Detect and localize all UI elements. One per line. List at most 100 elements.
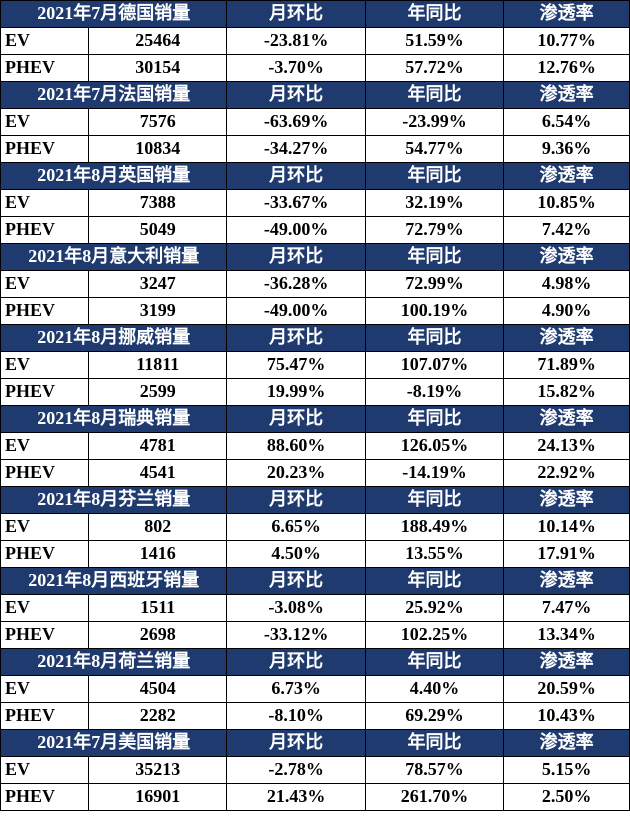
row-penetration: 71.89% — [504, 352, 630, 379]
row-yoy: 57.72% — [365, 55, 503, 82]
row-penetration: 4.98% — [504, 271, 630, 298]
section-title: 2021年8月挪威销量 — [1, 325, 227, 352]
col-header-penetration: 渗透率 — [504, 406, 630, 433]
table-row: EV1511-3.08%25.92%7.47% — [1, 595, 630, 622]
row-yoy: 126.05% — [365, 433, 503, 460]
col-header-yoy: 年同比 — [365, 568, 503, 595]
row-volume: 1416 — [89, 541, 227, 568]
section-header: 2021年7月德国销量月环比年同比渗透率 — [1, 1, 630, 28]
row-volume: 2698 — [89, 622, 227, 649]
col-header-mom: 月环比 — [227, 325, 365, 352]
row-mom: -36.28% — [227, 271, 365, 298]
row-yoy: 107.07% — [365, 352, 503, 379]
row-penetration: 15.82% — [504, 379, 630, 406]
col-header-yoy: 年同比 — [365, 82, 503, 109]
row-penetration: 17.91% — [504, 541, 630, 568]
row-label: PHEV — [1, 622, 89, 649]
row-mom: -34.27% — [227, 136, 365, 163]
col-header-penetration: 渗透率 — [504, 1, 630, 28]
row-yoy: 188.49% — [365, 514, 503, 541]
row-label: EV — [1, 109, 89, 136]
table-row: PHEV30154-3.70%57.72%12.76% — [1, 55, 630, 82]
row-penetration: 10.14% — [504, 514, 630, 541]
row-mom: -3.08% — [227, 595, 365, 622]
col-header-yoy: 年同比 — [365, 649, 503, 676]
row-yoy: 261.70% — [365, 784, 503, 811]
row-mom: -2.78% — [227, 757, 365, 784]
row-label: PHEV — [1, 298, 89, 325]
row-label: EV — [1, 433, 89, 460]
row-penetration: 20.59% — [504, 676, 630, 703]
row-volume: 802 — [89, 514, 227, 541]
row-label: EV — [1, 595, 89, 622]
section-title: 2021年7月法国销量 — [1, 82, 227, 109]
row-yoy: 4.40% — [365, 676, 503, 703]
col-header-mom: 月环比 — [227, 82, 365, 109]
row-yoy: 102.25% — [365, 622, 503, 649]
row-mom: -3.70% — [227, 55, 365, 82]
col-header-yoy: 年同比 — [365, 325, 503, 352]
row-label: PHEV — [1, 703, 89, 730]
row-label: EV — [1, 676, 89, 703]
section-header: 2021年8月意大利销量月环比年同比渗透率 — [1, 244, 630, 271]
row-volume: 4781 — [89, 433, 227, 460]
row-volume: 30154 — [89, 55, 227, 82]
row-mom: 19.99% — [227, 379, 365, 406]
col-header-penetration: 渗透率 — [504, 325, 630, 352]
row-mom: -33.67% — [227, 190, 365, 217]
section-header: 2021年8月瑞典销量月环比年同比渗透率 — [1, 406, 630, 433]
col-header-mom: 月环比 — [227, 568, 365, 595]
col-header-yoy: 年同比 — [365, 163, 503, 190]
section-title: 2021年8月荷兰销量 — [1, 649, 227, 676]
row-yoy: 72.99% — [365, 271, 503, 298]
table-row: EV1181175.47%107.07%71.89% — [1, 352, 630, 379]
row-penetration: 10.85% — [504, 190, 630, 217]
section-header: 2021年8月英国销量月环比年同比渗透率 — [1, 163, 630, 190]
col-header-mom: 月环比 — [227, 244, 365, 271]
row-penetration: 6.54% — [504, 109, 630, 136]
section-header: 2021年8月荷兰销量月环比年同比渗透率 — [1, 649, 630, 676]
row-label: EV — [1, 352, 89, 379]
section-title: 2021年8月芬兰销量 — [1, 487, 227, 514]
col-header-yoy: 年同比 — [365, 244, 503, 271]
col-header-penetration: 渗透率 — [504, 487, 630, 514]
col-header-mom: 月环比 — [227, 730, 365, 757]
table-row: EV8026.65%188.49%10.14% — [1, 514, 630, 541]
table-row: PHEV14164.50%13.55%17.91% — [1, 541, 630, 568]
table-row: EV3247-36.28%72.99%4.98% — [1, 271, 630, 298]
row-penetration: 7.42% — [504, 217, 630, 244]
row-mom: 6.73% — [227, 676, 365, 703]
row-label: PHEV — [1, 460, 89, 487]
section-header: 2021年7月美国销量月环比年同比渗透率 — [1, 730, 630, 757]
row-volume: 3199 — [89, 298, 227, 325]
col-header-yoy: 年同比 — [365, 1, 503, 28]
table-row: PHEV1690121.43%261.70%2.50% — [1, 784, 630, 811]
table-row: PHEV3199-49.00%100.19%4.90% — [1, 298, 630, 325]
col-header-penetration: 渗透率 — [504, 244, 630, 271]
row-mom: -49.00% — [227, 298, 365, 325]
row-volume: 4541 — [89, 460, 227, 487]
table-row: EV25464-23.81%51.59%10.77% — [1, 28, 630, 55]
row-penetration: 2.50% — [504, 784, 630, 811]
row-mom: -49.00% — [227, 217, 365, 244]
row-label: PHEV — [1, 217, 89, 244]
row-mom: 88.60% — [227, 433, 365, 460]
row-volume: 1511 — [89, 595, 227, 622]
table-row: PHEV5049-49.00%72.79%7.42% — [1, 217, 630, 244]
section-title: 2021年8月英国销量 — [1, 163, 227, 190]
row-mom: -23.81% — [227, 28, 365, 55]
section-title: 2021年8月意大利销量 — [1, 244, 227, 271]
col-header-mom: 月环比 — [227, 487, 365, 514]
row-yoy: 54.77% — [365, 136, 503, 163]
row-yoy: -8.19% — [365, 379, 503, 406]
section-header: 2021年8月芬兰销量月环比年同比渗透率 — [1, 487, 630, 514]
col-header-yoy: 年同比 — [365, 406, 503, 433]
col-header-penetration: 渗透率 — [504, 730, 630, 757]
row-label: PHEV — [1, 379, 89, 406]
row-label: PHEV — [1, 784, 89, 811]
table-row: PHEV259919.99%-8.19%15.82% — [1, 379, 630, 406]
row-penetration: 9.36% — [504, 136, 630, 163]
row-volume: 10834 — [89, 136, 227, 163]
row-volume: 5049 — [89, 217, 227, 244]
row-label: PHEV — [1, 55, 89, 82]
